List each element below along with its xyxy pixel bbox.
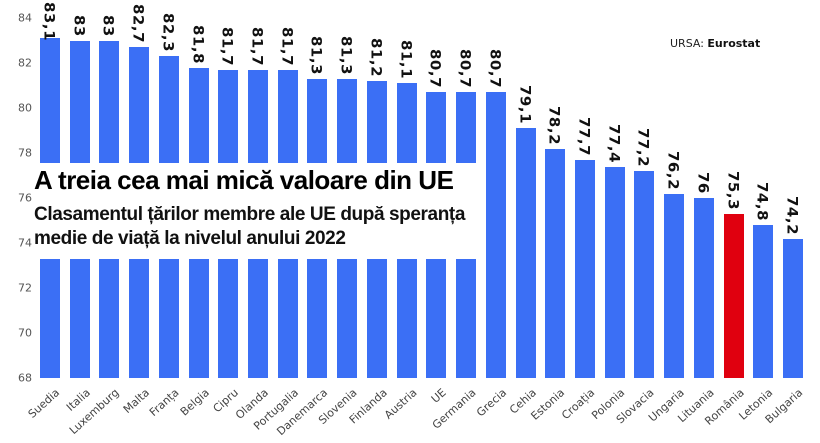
value-label: 74,8 [753,182,771,222]
value-label: 78,2 [545,105,563,145]
bar-polonia [604,166,625,378]
x-tick-label: Franța [146,386,182,419]
bar-românia [723,213,744,378]
x-tick-label: Suedia [25,386,63,421]
value-label: 83 [100,14,117,37]
value-label: 81,3 [337,35,355,75]
title-overlay-box [30,163,485,259]
value-label: 80,7 [456,49,474,89]
value-label: 81,3 [308,35,325,75]
value-label: 83 [70,14,87,37]
value-label: 76,2 [664,150,682,190]
value-label: 81,8 [189,24,206,64]
y-tick-label: 80 [18,101,32,115]
bar-bulgaria [783,238,803,378]
source-name: Eurostat [707,37,761,50]
bar-ungaria [664,193,685,378]
bar-lituania [693,198,714,378]
y-tick-label: 76 [18,191,32,205]
value-label: 74,2 [783,195,801,235]
y-tick-label: 68 [18,371,32,385]
bar-slovacia [634,171,655,378]
value-label: 77,4 [605,123,622,163]
x-tick-label: Grecia [473,386,509,420]
value-label: 79,1 [516,85,533,125]
x-tick-label: Belgia [177,386,212,419]
y-tick-label: 74 [18,236,32,250]
value-label: 82,7 [129,4,147,44]
value-label: 75,3 [724,170,741,210]
bar-estonia [545,148,566,378]
chart-title: A treia cea mai mică valoare din UE [34,165,454,195]
chart-subtitle: Clasamentul țărilor membre ale UE după s… [34,204,466,249]
value-label: 82,3 [159,13,177,53]
source-prefix: URSA: [670,37,704,50]
value-label: 77,7 [575,116,593,156]
bar-croația [574,159,595,378]
x-tick-label: Croația [559,386,598,423]
y-tick-label: 70 [18,326,32,340]
value-label: 81,7 [218,26,236,66]
value-label: 81,1 [397,40,414,80]
bar-letonia [753,225,774,378]
value-label: 81,7 [278,26,295,66]
x-tick-label: UE [429,386,450,406]
bar-cehia [515,128,536,378]
value-label: 81,7 [248,26,266,66]
source-credit: URSA: Eurostat [670,37,760,50]
y-tick-label: 78 [18,146,32,160]
x-tick-label: Austria [381,386,420,422]
bar-grecia [485,92,506,378]
value-label: 81,2 [367,38,385,78]
value-label: 76 [694,172,712,194]
y-tick-label: 72 [18,281,32,295]
y-tick-label: 82 [18,56,32,70]
y-tick-label: 84 [18,11,32,25]
value-label: 80,7 [427,49,444,89]
value-label: 83,1 [40,2,58,42]
value-label: 77,2 [635,128,652,168]
x-tick-label: Malta [120,386,153,416]
value-label: 80,7 [486,49,504,89]
